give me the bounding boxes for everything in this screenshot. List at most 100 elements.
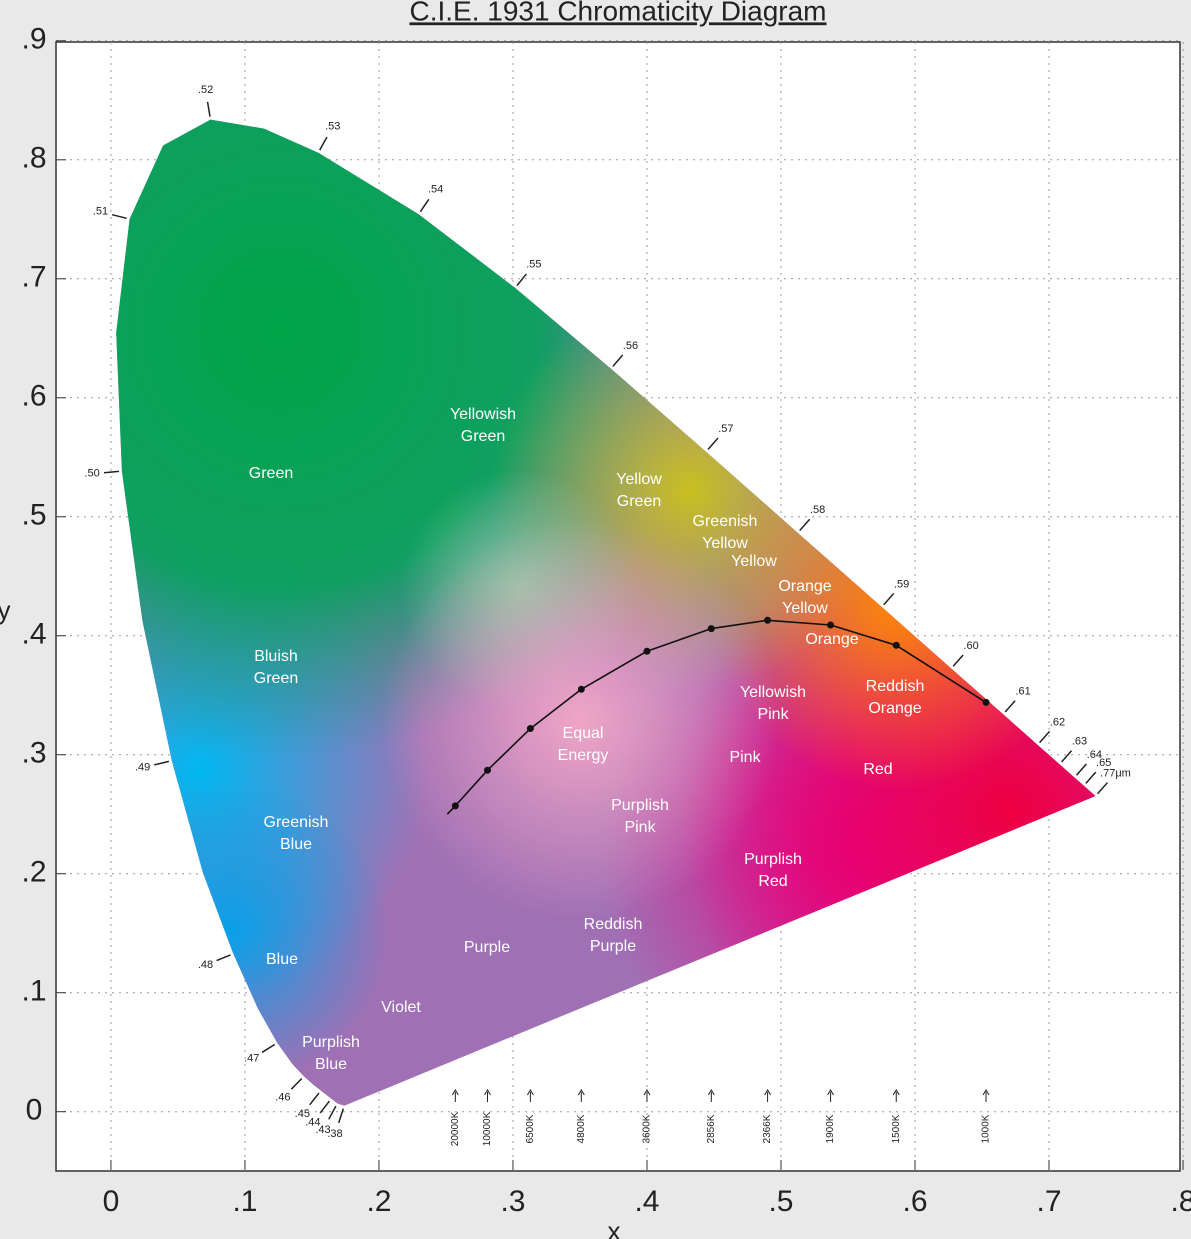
wavelength-label: .59 xyxy=(894,578,909,590)
region-label: Pink xyxy=(757,706,789,723)
y-tick-label: .6 xyxy=(21,380,46,413)
wavelength-tick xyxy=(328,1105,337,1120)
region-label: Energy xyxy=(558,747,609,764)
temperature-label: 1000K xyxy=(981,1114,992,1143)
wavelength-label: .43 xyxy=(315,1124,330,1136)
region-label: Greenish xyxy=(264,814,329,831)
wavelength-tick xyxy=(1004,700,1016,713)
region-label: Purple xyxy=(590,938,636,955)
wavelength-label: .52 xyxy=(198,84,213,96)
wavelength-tick xyxy=(261,1043,276,1054)
wavelength-label: .61 xyxy=(1015,686,1030,698)
temperature-arrow-head xyxy=(484,1089,491,1096)
temperature-arrow-head xyxy=(707,1089,715,1096)
temperature-point xyxy=(451,802,459,810)
wavelength-tick xyxy=(516,273,527,287)
wavelength-label: .49 xyxy=(135,762,150,774)
wavelength-tick xyxy=(111,213,127,220)
region-label: Yellowish xyxy=(740,684,806,701)
temperature-arrow-head xyxy=(577,1089,585,1096)
wavelength-tick xyxy=(216,954,231,962)
temperature-point xyxy=(484,766,492,774)
temperature-arrow-head xyxy=(451,1089,459,1096)
region-label: Bluish xyxy=(254,648,298,665)
region-label: Yellow xyxy=(702,535,748,552)
region-label: Orange xyxy=(868,700,921,717)
wavelength-label: .47 xyxy=(244,1053,259,1065)
wavelength-tick xyxy=(1085,771,1097,784)
region-label: Violet xyxy=(381,999,421,1016)
temperature-label: 10000K xyxy=(482,1111,493,1146)
temperature-label: 1900K xyxy=(825,1114,836,1143)
temperature-label: 2856K xyxy=(706,1114,717,1143)
region-label: Green xyxy=(461,428,505,445)
region-label: Purple xyxy=(464,939,510,956)
temperature-label: 20000K xyxy=(450,1111,461,1146)
y-tick-label: .2 xyxy=(21,856,46,889)
wavelength-label: .54 xyxy=(428,183,443,195)
region-label: Orange xyxy=(778,578,831,595)
wavelength-label: .56 xyxy=(623,340,638,352)
x-tick-label: .8 xyxy=(1171,1185,1191,1218)
x-tick-label: .7 xyxy=(1036,1185,1061,1218)
region-label: Purplish xyxy=(302,1034,360,1051)
temperature-label: 2366K xyxy=(762,1114,773,1143)
temperature-label: 1500K xyxy=(891,1114,902,1143)
wavelength-tick xyxy=(1075,763,1087,776)
x-tick-label: .4 xyxy=(634,1185,659,1218)
wavelength-label: .58 xyxy=(810,504,825,516)
temperature-point xyxy=(577,685,585,693)
x-tick-label: .2 xyxy=(366,1185,391,1218)
region-label: Purplish xyxy=(744,851,802,868)
wavelength-label: .53 xyxy=(325,120,340,132)
wavelength-tick xyxy=(290,1077,303,1090)
region-label: Red xyxy=(863,761,892,778)
temperature-label: 6500K xyxy=(525,1114,536,1143)
region-label: Reddish xyxy=(866,678,925,695)
wavelength-label: .51 xyxy=(93,206,108,218)
wavelength-label: .48 xyxy=(198,959,213,971)
region-label: Green xyxy=(254,670,298,687)
wavelength-label: .46 xyxy=(275,1092,290,1104)
wavelength-tick xyxy=(1096,782,1109,795)
wavelength-label: .63 xyxy=(1072,736,1087,748)
temperature-label: 4800K xyxy=(576,1114,587,1143)
wavelength-tick xyxy=(154,760,170,766)
wavelength-label: .62 xyxy=(1050,716,1065,728)
temperature-point xyxy=(892,641,900,649)
x-tick-label: 0 xyxy=(103,1185,120,1218)
temperature-arrow-head xyxy=(764,1089,772,1096)
wavelength-tick xyxy=(1061,750,1073,763)
temperature-point xyxy=(707,625,715,633)
wavelength-label: .38 xyxy=(327,1128,342,1140)
temperature-point xyxy=(764,616,772,624)
x-tick-label: .3 xyxy=(500,1185,525,1218)
temperature-arrow-head xyxy=(982,1089,990,1096)
chart-title: C.I.E. 1931 Chromaticity Diagram xyxy=(409,0,826,26)
temperature-point xyxy=(827,621,835,629)
region-label: Yellow xyxy=(782,600,828,617)
region-label: Yellow xyxy=(616,471,662,488)
wavelength-label: .64 xyxy=(1087,749,1102,761)
x-tick-label: .6 xyxy=(902,1185,927,1218)
y-tick-label: .1 xyxy=(21,975,46,1008)
region-label: Red xyxy=(758,873,787,890)
wavelength-tick xyxy=(707,437,719,450)
wavelength-tick xyxy=(337,1108,345,1124)
wavelength-label: .77μm xyxy=(1100,767,1131,779)
wavelength-tick xyxy=(103,470,120,474)
wavelength-tick xyxy=(419,198,430,213)
temperature-point xyxy=(982,698,990,706)
temperature-label: 3600K xyxy=(642,1114,653,1143)
wavelength-tick xyxy=(319,1100,331,1114)
x-axis-label: x xyxy=(608,1216,621,1239)
region-label: Yellowish xyxy=(450,406,516,423)
wavelength-label: .60 xyxy=(963,640,978,652)
temperature-point xyxy=(526,725,534,733)
y-tick-label: .7 xyxy=(21,261,46,294)
temperature-point xyxy=(643,647,651,655)
region-label: Green xyxy=(249,465,293,482)
y-tick-label: 0 xyxy=(26,1094,43,1127)
wavelength-tick xyxy=(309,1092,320,1106)
